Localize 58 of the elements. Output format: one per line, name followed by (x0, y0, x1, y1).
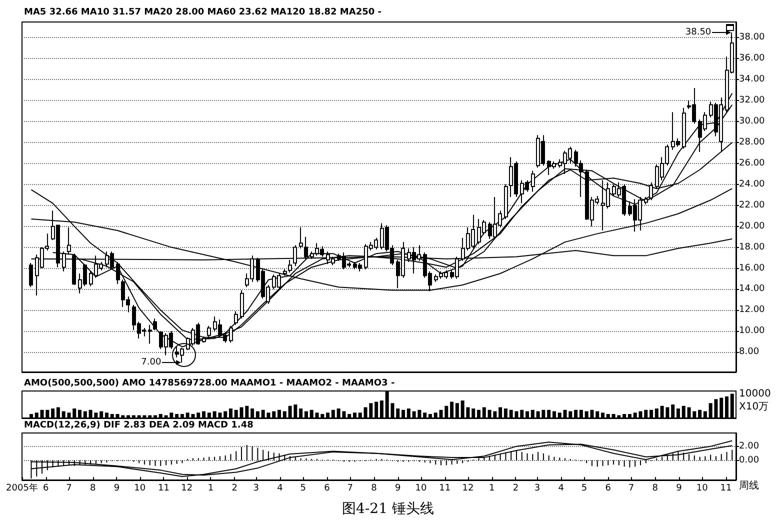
x-tick-label: 11 (720, 484, 732, 494)
x-tick-label: 9 (395, 484, 402, 494)
y-tick-label: 12.00 (739, 305, 766, 316)
x-tick-label: 10 (696, 484, 708, 494)
annotation: 38.50 (685, 27, 712, 38)
y-tick-label: 28.00 (739, 138, 766, 148)
x-tick-label: 4 (558, 484, 564, 494)
x-tick-label: 5 (581, 484, 588, 494)
y-tick-label: 32.00 (739, 96, 766, 106)
y-tick-label: 34.00 (739, 74, 766, 85)
text: 周线 (739, 480, 759, 492)
y-tick-label: 36.00 (739, 54, 766, 64)
y-tick-label: 0.00 (739, 455, 760, 466)
x-tick-label: 2 (232, 484, 238, 494)
x-tick-label: 12 (181, 484, 193, 494)
y-tick-label: 18.00 (739, 242, 766, 252)
caption: 图4-21 锤头线 (342, 501, 434, 517)
chart-title: MACD(12,26,9) DIF 2.83 DEA 2.09 MACD 1.48 (24, 420, 254, 430)
y-tick-label: 24.00 (739, 179, 766, 190)
x-tick-label: 1 (488, 484, 495, 494)
x-tick-label: 6 (324, 484, 330, 494)
y-tick-label: 10.00 (739, 326, 766, 336)
y-tick-label: 20.00 (739, 221, 766, 232)
x-tick-label: 7 (347, 484, 353, 494)
x-tick-label: 11 (158, 484, 170, 494)
y-tick-label: 30.00 (739, 116, 766, 127)
x-tick-label: 8 (652, 484, 658, 494)
y-tick-label: 2.00 (739, 441, 760, 452)
y-tick-label: 22.00 (739, 200, 766, 210)
x-tick-label: 4 (277, 484, 284, 494)
x-tick-label: 6 (605, 484, 612, 494)
x-tick-label: 7 (628, 484, 634, 494)
x-tick-label: 2005年 (6, 482, 38, 494)
x-tick-label: 3 (534, 484, 540, 494)
x-tick-label: 5 (300, 484, 306, 494)
x-tick-label: 3 (253, 484, 260, 494)
chart-title: AMO(500,500,500) AMO 1478569728.00 MAAMO1 - MAAMO2 - MAAMO3 - (24, 378, 395, 388)
x-tick-label: 9 (676, 484, 682, 494)
x-tick-label: 9 (114, 484, 120, 494)
x-tick-label: 10 (415, 484, 427, 494)
y-tick-label: 8.00 (739, 347, 760, 358)
text: X10万 (739, 402, 769, 412)
chart-title: MA5 32.66 MA10 31.57 MA20 28.00 MA60 23.62 MA120 18.82 MA250 - (24, 8, 382, 18)
x-tick-label: 8 (90, 484, 96, 494)
y-tick-label: 14.00 (739, 284, 766, 294)
x-tick-label: 7 (66, 484, 72, 494)
y-tick-label: 38.00 (739, 32, 766, 43)
x-tick-label: 6 (43, 484, 50, 494)
x-tick-label: 2 (512, 484, 519, 494)
y-tick-label: 26.00 (739, 158, 766, 168)
annotation: 7.00 (141, 358, 162, 368)
x-tick-label: 10 (134, 484, 146, 494)
x-tick-label: 8 (371, 484, 378, 494)
x-tick-label: 12 (462, 484, 474, 494)
y-tick-label: 16.00 (739, 263, 766, 274)
x-tick-label: 11 (439, 484, 451, 494)
x-tick-label: 1 (208, 484, 214, 494)
text: 10000 (739, 388, 771, 400)
